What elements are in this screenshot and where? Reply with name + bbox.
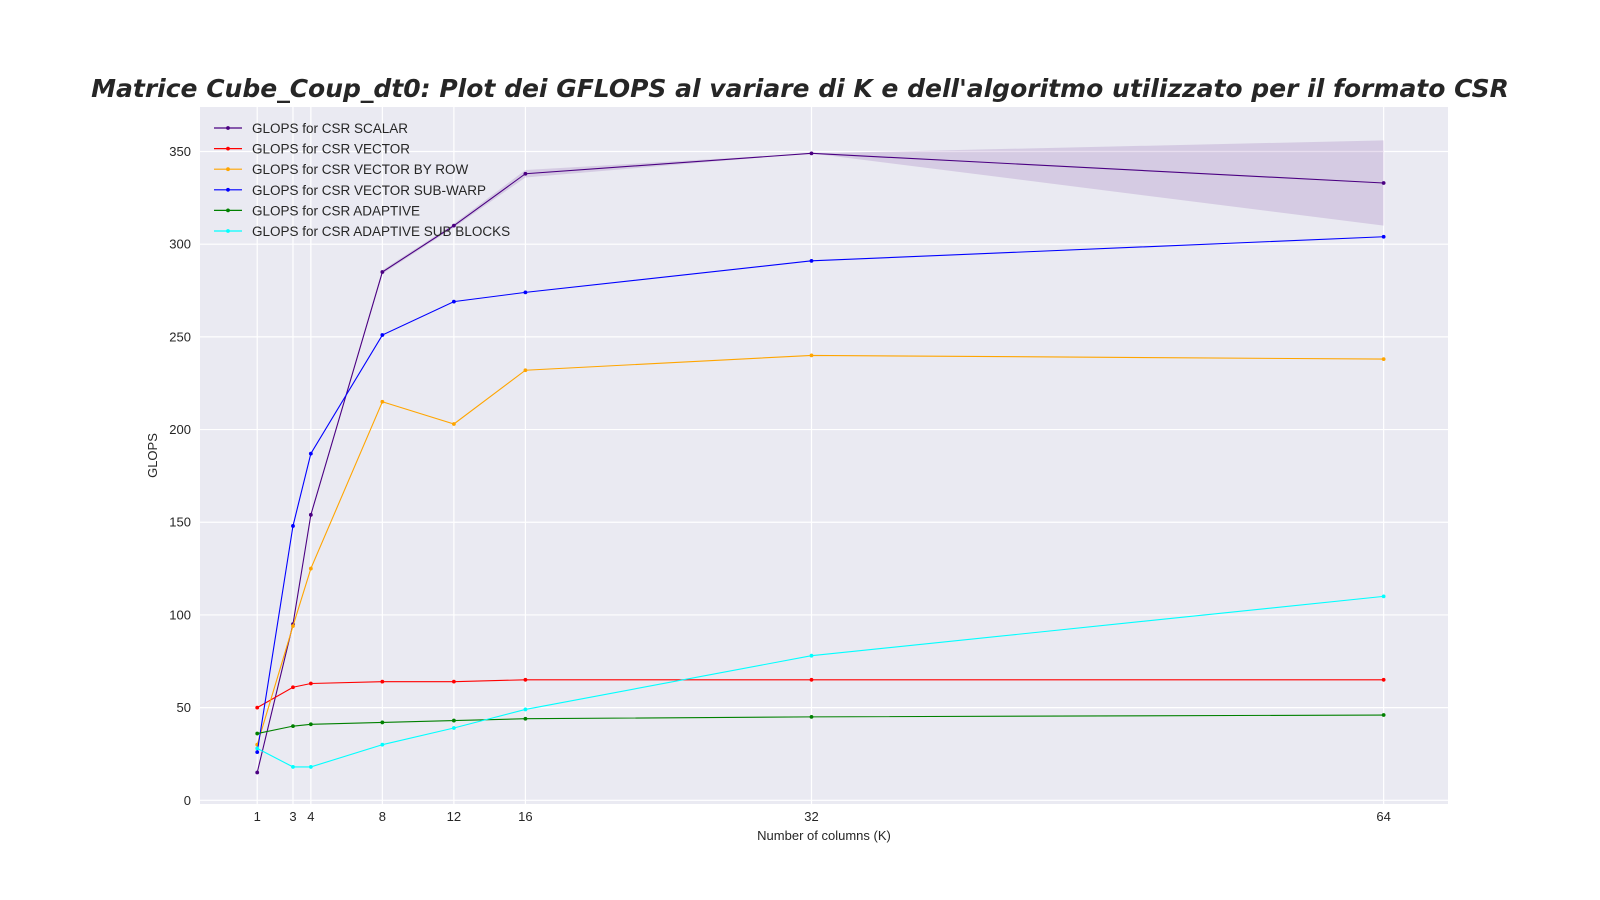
data-point (523, 707, 528, 712)
data-point (809, 714, 814, 719)
data-point (523, 677, 528, 682)
series-confidence-band (257, 140, 1384, 773)
y-tick-label: 150 (169, 515, 191, 530)
chart-title: Matrice Cube_Coup_dt0: Plot dei GFLOPS a… (91, 74, 1509, 103)
data-point (308, 512, 313, 517)
legend-entry: GLOPS for CSR ADAPTIVE SUB BLOCKS (252, 224, 510, 239)
data-point (255, 705, 260, 710)
series-lines (255, 151, 1386, 775)
confidence-bands (257, 140, 1384, 773)
data-point (809, 677, 814, 682)
legend-entry: GLOPS for CSR ADAPTIVE (252, 203, 420, 218)
y-tick-label: 0 (184, 793, 191, 808)
data-point (809, 653, 814, 658)
x-tick-label: 1 (254, 809, 261, 824)
data-point (523, 171, 528, 176)
data-point (308, 566, 313, 571)
data-point (1381, 677, 1386, 682)
x-axis-label: Number of columns (K) (757, 828, 891, 843)
plot-area (200, 107, 1448, 804)
tick-labels: 0 50 100 150 200 250 300 350 1 3 4 8 12 16 32 64 (169, 144, 1391, 824)
series-line (256, 679, 1384, 709)
x-tick-label: 3 (289, 809, 296, 824)
y-tick-label: 250 (169, 329, 191, 344)
data-point (1381, 181, 1386, 185)
data-point (1381, 713, 1386, 717)
legend: GLOPS for CSR SCALAR GLOPS for CSR VECTOR… (214, 121, 510, 239)
data-point (380, 720, 385, 725)
data-point (380, 679, 385, 684)
data-point (291, 685, 295, 690)
data-point (380, 270, 385, 274)
data-point (255, 750, 260, 754)
data-point (451, 422, 456, 426)
legend-entry: GLOPS for CSR VECTOR (252, 142, 410, 157)
y-tick-label: 200 (169, 422, 191, 437)
data-point (1381, 357, 1386, 362)
data-point (291, 624, 295, 628)
data-point (308, 765, 313, 769)
y-tick-label: 350 (169, 144, 191, 159)
x-tick-label: 8 (379, 809, 386, 824)
legend-marker (226, 229, 230, 233)
legend-marker (226, 126, 230, 130)
data-point (291, 524, 295, 528)
data-point (451, 679, 456, 684)
data-point (1381, 234, 1386, 239)
data-point (523, 290, 528, 295)
legend-entry: GLOPS for CSR VECTOR SUB-WARP (252, 183, 486, 198)
data-point (1381, 594, 1386, 599)
x-tick-label: 64 (1376, 809, 1390, 824)
legend-marker (226, 208, 230, 213)
y-tick-label: 100 (169, 607, 191, 622)
data-point (255, 731, 260, 736)
legend-entry: GLOPS for CSR VECTOR BY ROW (252, 162, 469, 177)
data-point (308, 451, 313, 456)
series-line (256, 236, 1384, 753)
series-line (256, 354, 1384, 745)
data-point (451, 726, 456, 730)
data-point (380, 399, 385, 404)
data-point (809, 151, 814, 156)
x-tick-label: 12 (447, 809, 461, 824)
data-point (451, 718, 456, 723)
y-axis-label: GLOPS (145, 433, 160, 478)
series-line (256, 595, 1384, 768)
x-tick-label: 4 (307, 809, 314, 824)
x-tick-label: 16 (518, 809, 532, 824)
data-point (380, 742, 385, 747)
y-tick-label: 50 (177, 700, 191, 715)
x-tick-label: 32 (804, 809, 818, 824)
y-tick-label: 300 (169, 237, 191, 252)
series-line (256, 152, 1384, 773)
data-point (523, 368, 528, 373)
data-point (523, 716, 528, 721)
legend-marker (226, 167, 230, 172)
data-point (308, 722, 313, 727)
data-point (291, 724, 295, 729)
data-point (809, 353, 814, 358)
data-point (380, 333, 385, 337)
data-point (451, 299, 456, 304)
data-point (308, 681, 313, 686)
data-point (451, 223, 456, 228)
data-point (291, 765, 295, 769)
data-point (255, 746, 260, 751)
data-point (255, 770, 260, 775)
legend-marker (226, 187, 230, 192)
series-line (257, 714, 1384, 735)
data-point (809, 258, 814, 263)
legend-entry: GLOPS for CSR SCALAR (252, 121, 408, 136)
legend-marker (226, 146, 230, 151)
